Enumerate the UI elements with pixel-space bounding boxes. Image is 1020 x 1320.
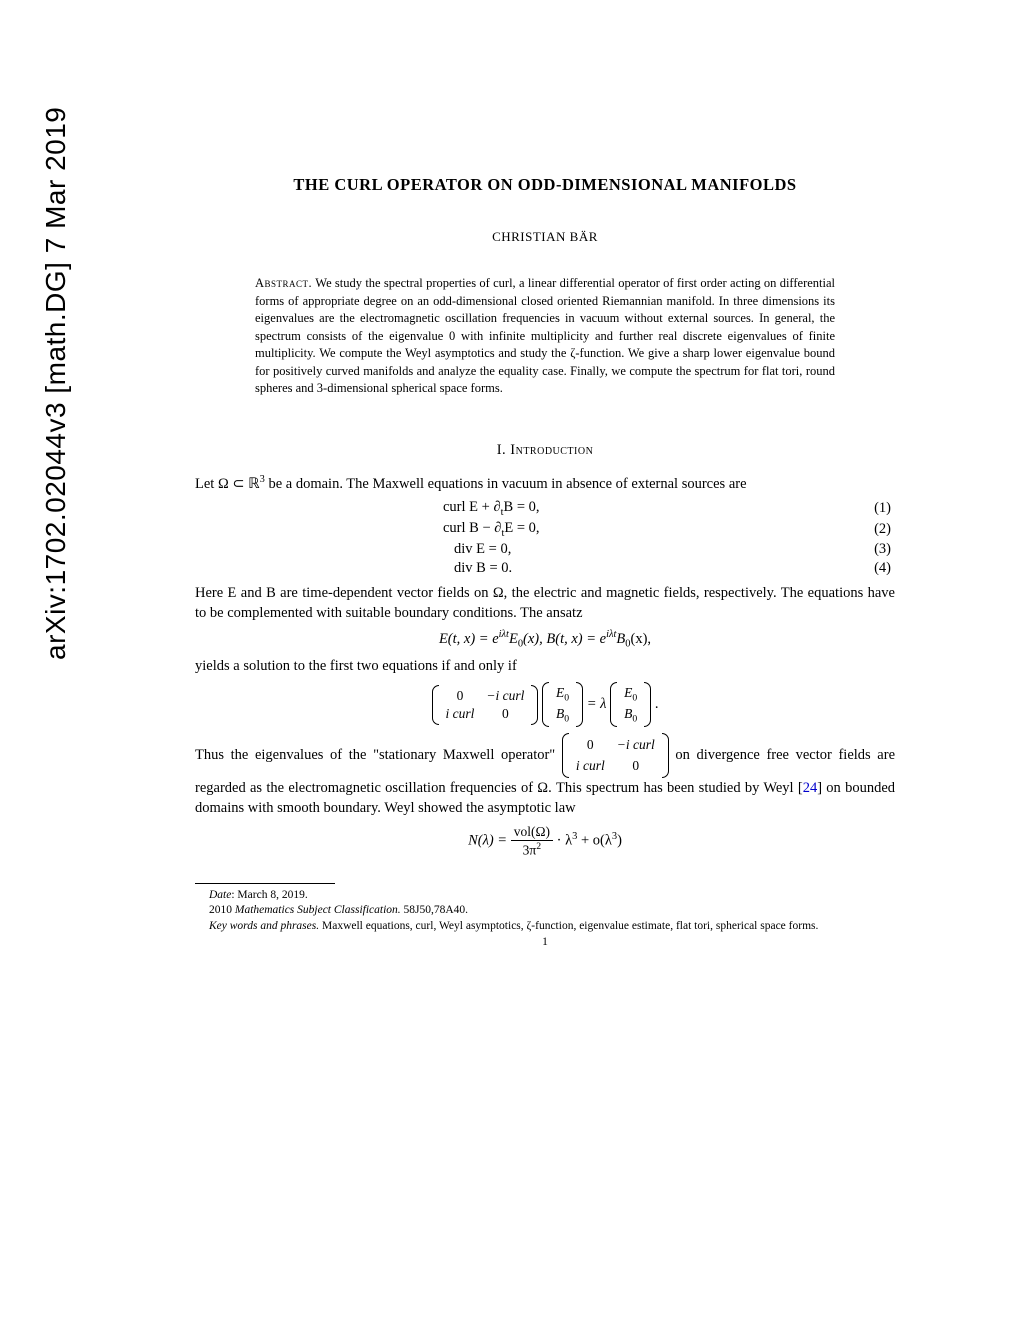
paragraph-2: Here E and B are time-dependent vector f…	[195, 583, 895, 623]
paragraph-4: Thus the eigenvalues of the "stationary …	[195, 733, 895, 818]
eq-number-4: (4)	[654, 560, 895, 577]
arxiv-stamp: arXiv:1702.02044v3 [math.DG] 7 Mar 2019	[40, 107, 72, 660]
matrix-equation: 0−i curl i curl0 E0 B0 = λ E0 B0 .	[195, 682, 895, 727]
paragraph-3: yields a solution to the first two equat…	[195, 656, 895, 676]
abstract-label: Abstract.	[255, 276, 312, 290]
abstract: Abstract. We study the spectral properti…	[255, 275, 835, 398]
section-heading: I. Introduction	[195, 442, 895, 459]
footnote-rule	[195, 883, 335, 884]
paper-title: THE CURL OPERATOR ON ODD-DIMENSIONAL MAN…	[195, 175, 895, 195]
intro-paragraph-1: Let Ω ⊂ ℝ3 be a domain. The Maxwell equa…	[195, 473, 895, 494]
weyl-law: N(λ) = vol(Ω) 3π2 · λ3 + o(λ3)	[195, 824, 895, 859]
maxwell-equations: curl E + ∂tB = 0, (1) curl B − ∂tE = 0, …	[195, 499, 895, 577]
footnote-keywords: Key words and phrases. Maxwell equations…	[195, 919, 895, 935]
page-number: 1	[195, 936, 895, 948]
eq-number-2: (2)	[643, 521, 895, 538]
footnote-date: Date: March 8, 2019.	[195, 888, 895, 904]
citation-24[interactable]: 24	[803, 780, 818, 796]
ansatz-equation: E(t, x) = eiλtE0(x), B(t, x) = eiλtB0(x)…	[195, 629, 895, 650]
footnote-msc: 2010 Mathematics Subject Classification.…	[195, 903, 895, 919]
page-content: THE CURL OPERATOR ON ODD-DIMENSIONAL MAN…	[195, 0, 895, 948]
eq-number-1: (1)	[643, 500, 895, 517]
eq-number-3: (3)	[654, 541, 895, 558]
paper-author: CHRISTIAN BÄR	[195, 229, 895, 245]
abstract-text: We study the spectral properties of curl…	[255, 276, 835, 395]
